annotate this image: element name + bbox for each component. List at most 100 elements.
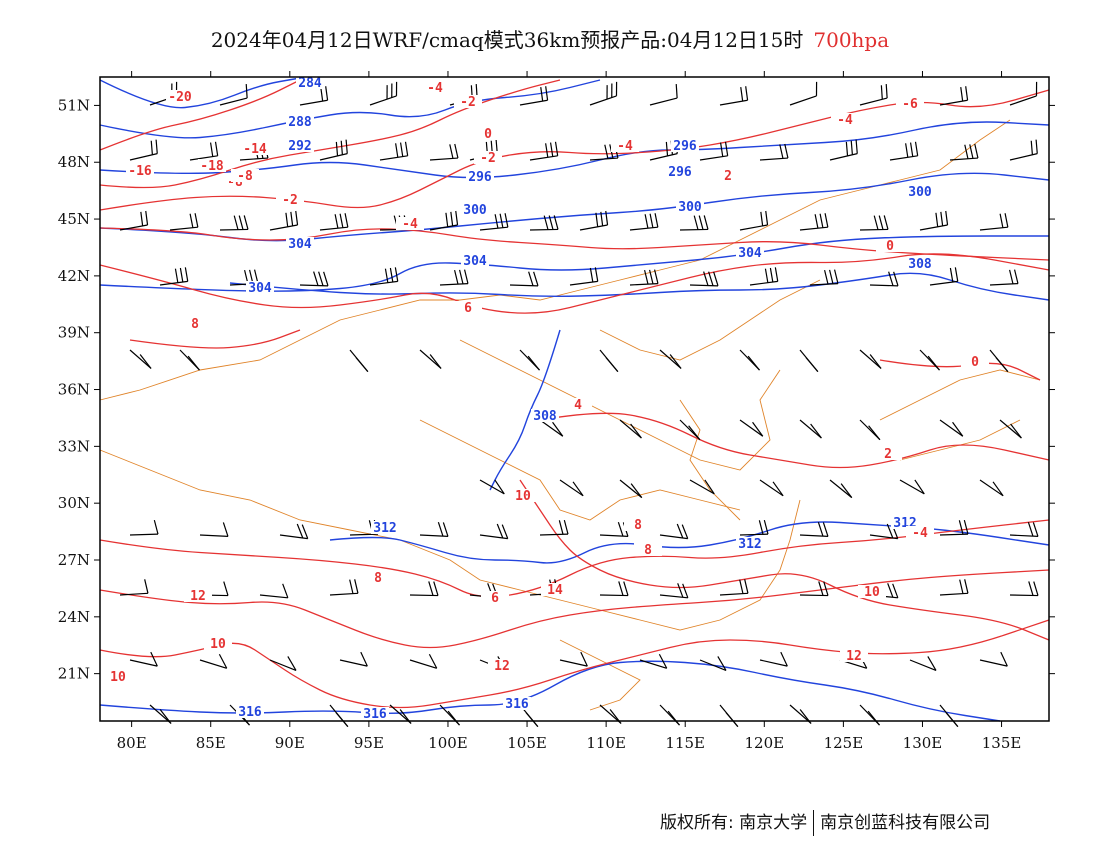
wind-barb xyxy=(739,520,769,536)
label-bg xyxy=(361,707,389,720)
wind-barb xyxy=(299,271,329,287)
wind-barb xyxy=(799,213,829,231)
contour-label: 12 xyxy=(494,659,510,674)
lon-tick-label: 110E xyxy=(586,734,626,752)
wind-barb xyxy=(859,704,880,726)
wind-barb xyxy=(369,81,398,106)
wind-barb xyxy=(889,141,919,161)
copyright-text: 版权所有: 南京大学 xyxy=(660,813,808,833)
wind-barb xyxy=(629,269,659,286)
contour-label: 304 xyxy=(288,237,312,252)
wind-barb xyxy=(599,349,619,372)
map-frame xyxy=(99,76,1050,722)
province-border xyxy=(459,339,781,471)
label-bg xyxy=(198,159,226,172)
wind-barb xyxy=(939,704,959,727)
label-bg xyxy=(466,170,494,183)
footer: 版权所有: 南京大学 南京创蓝科技有限公司 xyxy=(660,808,990,836)
wind-barb xyxy=(619,479,643,499)
lat-tick-label: 42N xyxy=(58,267,90,285)
wind-barb xyxy=(1009,81,1038,106)
label-bg xyxy=(509,489,537,502)
label-bg xyxy=(166,90,194,103)
wind-barb xyxy=(979,213,1009,231)
wind-barb xyxy=(859,215,889,231)
wind-barb xyxy=(299,86,329,106)
label-bg xyxy=(126,164,154,177)
label-bg xyxy=(236,705,264,718)
wind-barb xyxy=(1009,139,1038,161)
wind-barb xyxy=(989,349,1009,372)
wind-barb xyxy=(219,215,249,231)
label-bg xyxy=(906,526,934,539)
wind-barb xyxy=(429,210,459,231)
label-bg xyxy=(874,447,902,460)
wind-barb xyxy=(559,651,588,667)
height-contour xyxy=(99,235,1049,292)
wind-barb xyxy=(279,523,309,540)
contour-label: 300 xyxy=(908,185,932,200)
label-bg xyxy=(286,139,314,152)
lon-tick-label: 120E xyxy=(745,734,785,752)
wind-barb xyxy=(119,579,149,596)
temperature-contour xyxy=(99,79,301,151)
wind-barb xyxy=(129,520,159,536)
wind-barb xyxy=(789,81,818,106)
contour-label: -18 xyxy=(200,159,224,174)
contour-label: 12 xyxy=(190,589,206,604)
label-bg xyxy=(666,165,694,178)
label-bg xyxy=(896,97,924,110)
title-main: 2024年04月12日WRF/cmaq模式36km预报产品:04月12日15时 xyxy=(210,28,804,52)
contour-label: 2 xyxy=(884,447,892,462)
company-text: 南京创蓝科技有限公司 xyxy=(820,813,991,833)
wind-barb xyxy=(539,419,564,437)
title-level: 700hpa xyxy=(813,28,890,52)
contour-label: -14 xyxy=(243,142,267,157)
contour-label: 8 xyxy=(191,317,199,332)
wind-barb xyxy=(859,349,882,369)
wind-barb xyxy=(159,267,189,286)
wind-barb xyxy=(599,581,629,597)
contour-label: 8 xyxy=(644,543,652,558)
label-bg xyxy=(736,246,764,259)
wind-barb xyxy=(929,267,959,286)
contour-label: -2 xyxy=(480,151,496,166)
temperature-contour xyxy=(99,619,1050,709)
wind-barb xyxy=(329,704,349,727)
wind-barb xyxy=(659,349,682,369)
wind-barb xyxy=(939,579,969,596)
wind-barb xyxy=(739,349,760,371)
contour-label: 296 xyxy=(673,139,697,154)
contour-label: 4 xyxy=(574,398,582,413)
contour-label: 14 xyxy=(547,583,563,598)
wind-barb xyxy=(509,271,539,287)
wind-barb xyxy=(719,704,739,727)
wind-barb xyxy=(269,656,297,671)
height-contour xyxy=(99,79,601,139)
label-bg xyxy=(906,185,934,198)
height-contour xyxy=(329,521,1050,564)
contour-label: 0 xyxy=(971,355,979,370)
contour-label: 316 xyxy=(238,705,262,720)
label-bg xyxy=(276,193,304,206)
contour-label: -4 xyxy=(617,139,633,154)
wind-barb xyxy=(519,86,549,106)
wind-barb xyxy=(319,139,348,161)
label-bg xyxy=(371,521,399,534)
wind-barb xyxy=(659,704,680,726)
wind-barb xyxy=(409,581,439,597)
wind-barb xyxy=(629,213,659,231)
contour-label: 0 xyxy=(886,239,894,254)
contour-label: -4 xyxy=(402,217,418,232)
label-bg xyxy=(671,139,699,152)
contour-label: 304 xyxy=(738,246,762,261)
axes: 80E 85E 90E 95E 100E 105E 110E 115E 120E 125E 130E… xyxy=(58,71,1055,752)
contour-label: 316 xyxy=(363,707,387,722)
wind-barb xyxy=(919,210,949,231)
wind-barb xyxy=(979,651,1008,667)
province-border xyxy=(599,279,821,361)
label-bg xyxy=(231,169,259,182)
height-contour xyxy=(489,329,561,491)
contour-label: 308 xyxy=(533,409,557,424)
wind-barb xyxy=(129,651,158,667)
